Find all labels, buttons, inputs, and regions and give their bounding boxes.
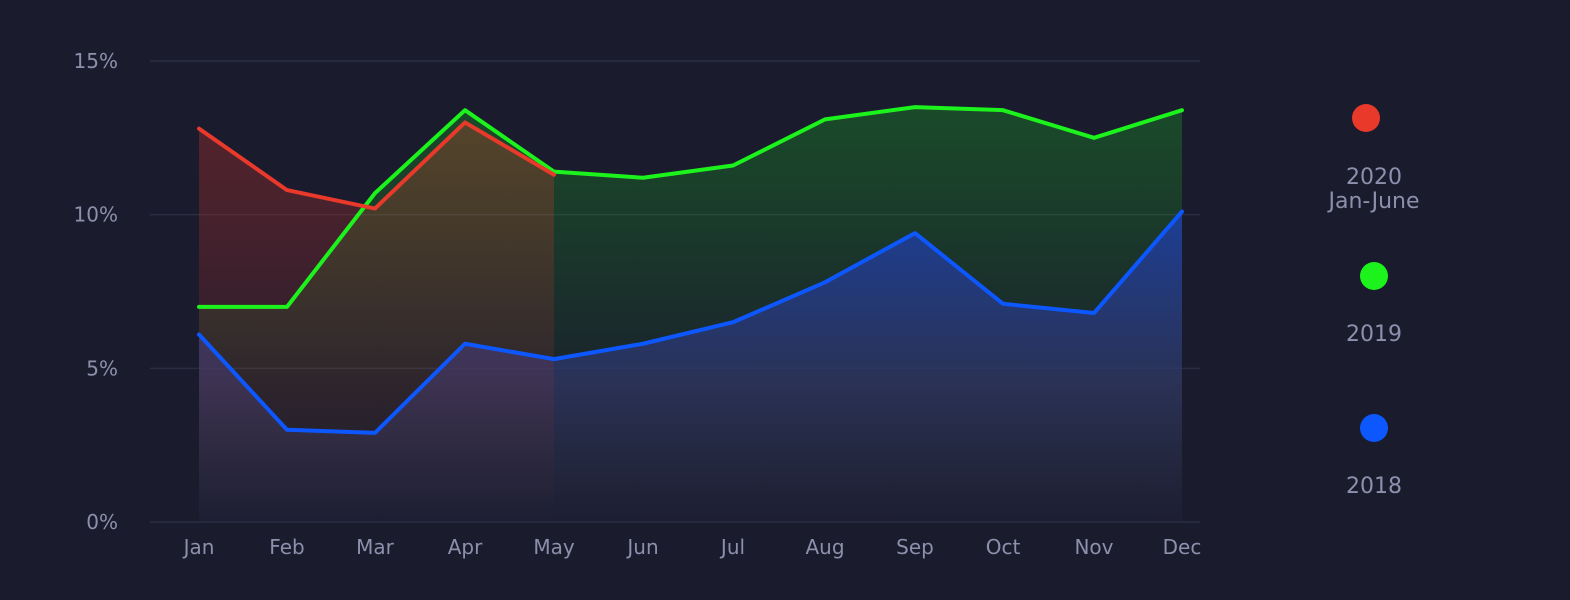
legend-label-2020-line2: Jan-June: [1328, 189, 1420, 214]
x-tick-label-apr: Apr: [448, 535, 483, 559]
x-tick-label-jan: Jan: [182, 535, 215, 559]
legend-label-2020-line1: 2020: [1346, 165, 1402, 190]
y-tick-label-1: 5%: [86, 356, 118, 380]
x-tick-label-mar: Mar: [356, 535, 395, 559]
x-tick-label-jul: Jul: [719, 535, 745, 559]
legend-label-2018-line1: 2018: [1346, 474, 1402, 499]
legend-label-2019-line1: 2019: [1346, 322, 1402, 347]
x-tick-label-sep: Sep: [896, 535, 934, 559]
x-tick-label-dec: Dec: [1163, 535, 1202, 559]
legend-label-2018: 2018: [1274, 475, 1474, 499]
series-area-2020: [199, 122, 554, 522]
legend-label-2019: 2019: [1274, 323, 1474, 347]
x-tick-label-oct: Oct: [986, 535, 1021, 559]
x-tick-label-aug: Aug: [805, 535, 844, 559]
x-tick-label-may: May: [533, 535, 575, 559]
y-tick-label-3: 15%: [74, 49, 118, 73]
x-tick-label-jun: Jun: [625, 535, 658, 559]
legend-marker-2020: [1352, 104, 1380, 132]
series-line-2019: [197, 105, 1184, 309]
legend-marker-2019: [1360, 262, 1388, 290]
y-tick-label-2: 10%: [74, 203, 118, 227]
y-tick-label-0: 0%: [86, 510, 118, 534]
x-tick-label-nov: Nov: [1074, 535, 1113, 559]
legend-label-2020: 2020 Jan-June: [1274, 166, 1474, 214]
x-tick-label-feb: Feb: [269, 535, 304, 559]
series-line-2020: [197, 120, 556, 211]
series-line-2018: [197, 209, 1184, 435]
legend-marker-2018: [1360, 414, 1388, 442]
